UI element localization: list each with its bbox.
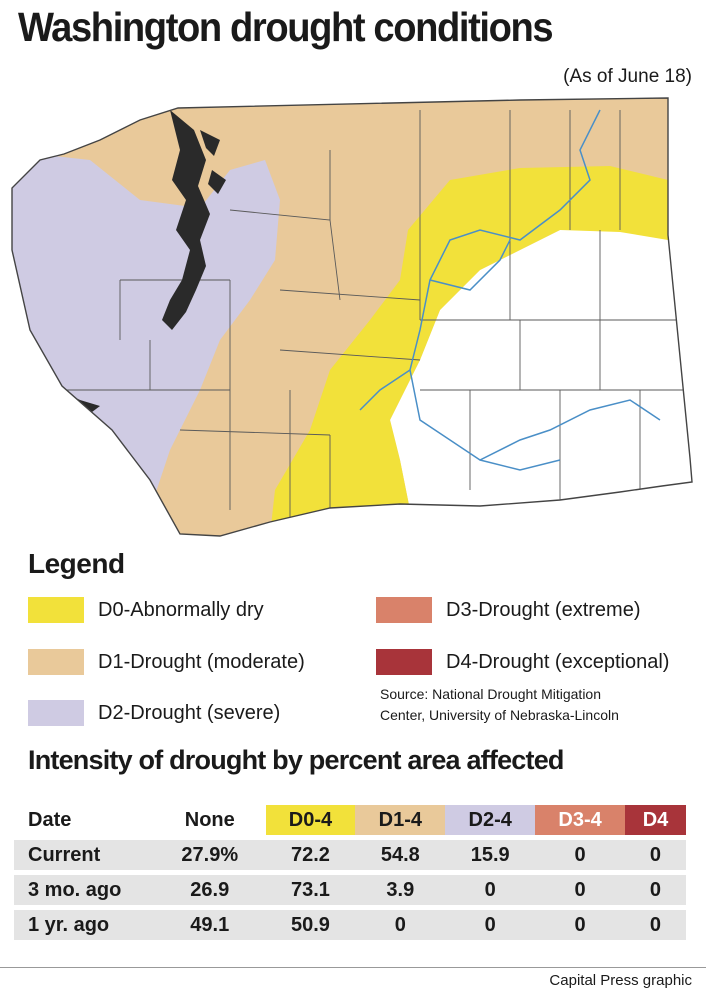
cell-d4: 0	[624, 840, 686, 870]
d0-region	[270, 166, 668, 535]
legend-item-d0: D0-Abnormally dry	[28, 597, 264, 623]
cell-d0-4: 50.9	[265, 910, 356, 940]
cell-d3-4: 0	[535, 875, 625, 905]
legend-label-d4: D4-Drought (exceptional)	[446, 650, 670, 673]
table-header-row: Date None D0-4 D1-4 D2-4 D3-4 D4	[14, 805, 686, 835]
cell-d4: 0	[624, 910, 686, 940]
col-header-d4: D4	[624, 805, 686, 835]
cell-d2-4: 0	[445, 910, 536, 940]
intensity-title: Intensity of drought by percent area aff…	[28, 745, 564, 775]
cell-d3-4: 0	[535, 840, 625, 870]
legend-swatch-d1	[28, 649, 84, 675]
legend-item-d1: D1-Drought (moderate)	[28, 649, 305, 675]
cell-d0-4: 73.1	[265, 875, 356, 905]
state-outline	[11, 97, 693, 537]
puget-sound-islands	[200, 130, 226, 194]
county-lines	[60, 110, 690, 530]
col-header-d3-4: D3-4	[535, 805, 625, 835]
row-label: 1 yr. ago	[14, 910, 154, 940]
col-header-d0-4: D0-4	[265, 805, 356, 835]
legend-label-d1: D1-Drought (moderate)	[98, 650, 305, 673]
legend-swatch-d3	[376, 597, 432, 623]
table-row: 1 yr. ago 49.1 50.9 0 0 0 0	[14, 910, 686, 940]
cell-d1-4: 3.9	[355, 875, 446, 905]
cell-d1-4: 54.8	[355, 840, 446, 870]
legend-item-d3: D3-Drought (extreme)	[376, 597, 641, 623]
legend-swatch-d2	[28, 700, 84, 726]
cell-d2-4: 0	[445, 875, 536, 905]
source-note: Source: National Drought Mitigation Cent…	[380, 684, 619, 726]
col-header-d1-4: D1-4	[355, 805, 446, 835]
row-label: Current	[14, 840, 154, 870]
legend-label-d0: D0-Abnormally dry	[98, 598, 264, 621]
source-line-1: Source: National Drought Mitigation	[380, 686, 602, 702]
col-header-date: Date	[28, 808, 72, 831]
cell-d1-4: 0	[355, 910, 446, 940]
cell-d4: 0	[624, 875, 686, 905]
as-of-date: (As of June 18)	[563, 66, 692, 87]
cell-none: 49.1	[154, 910, 266, 940]
washington-drought-map	[11, 97, 693, 537]
intensity-table: Date None D0-4 D1-4 D2-4 D3-4 D4 Current…	[14, 800, 686, 945]
source-line-2: Center, University of Nebraska-Lincoln	[380, 707, 619, 723]
page-title: Washington drought conditions	[18, 4, 554, 50]
cell-d0-4: 72.2	[265, 840, 356, 870]
legend-swatch-d4	[376, 649, 432, 675]
credit-line: Capital Press graphic	[549, 972, 692, 989]
puget-sound	[162, 110, 210, 330]
cell-none: 26.9	[154, 875, 266, 905]
legend-title: Legend	[28, 548, 125, 579]
cell-none: 27.9%	[154, 840, 266, 870]
col-header-d2-4: D2-4	[445, 805, 536, 835]
rivers	[359, 109, 661, 471]
table-row: Current 27.9% 72.2 54.8 15.9 0 0	[14, 840, 686, 870]
legend-item-d2: D2-Drought (severe)	[28, 700, 280, 726]
cell-d3-4: 0	[535, 910, 625, 940]
legend-label-d2: D2-Drought (severe)	[98, 701, 281, 724]
cell-d2-4: 15.9	[445, 840, 536, 870]
legend-swatch-d0	[28, 597, 84, 623]
row-label: 3 mo. ago	[14, 875, 154, 905]
table-row: 3 mo. ago 26.9 73.1 3.9 0 0 0	[14, 875, 686, 905]
col-header-none: None	[184, 808, 235, 831]
legend-item-d4: D4-Drought (exceptional)	[376, 649, 669, 675]
legend-label-d3: D3-Drought (extreme)	[446, 598, 641, 621]
footer-divider	[0, 967, 706, 968]
